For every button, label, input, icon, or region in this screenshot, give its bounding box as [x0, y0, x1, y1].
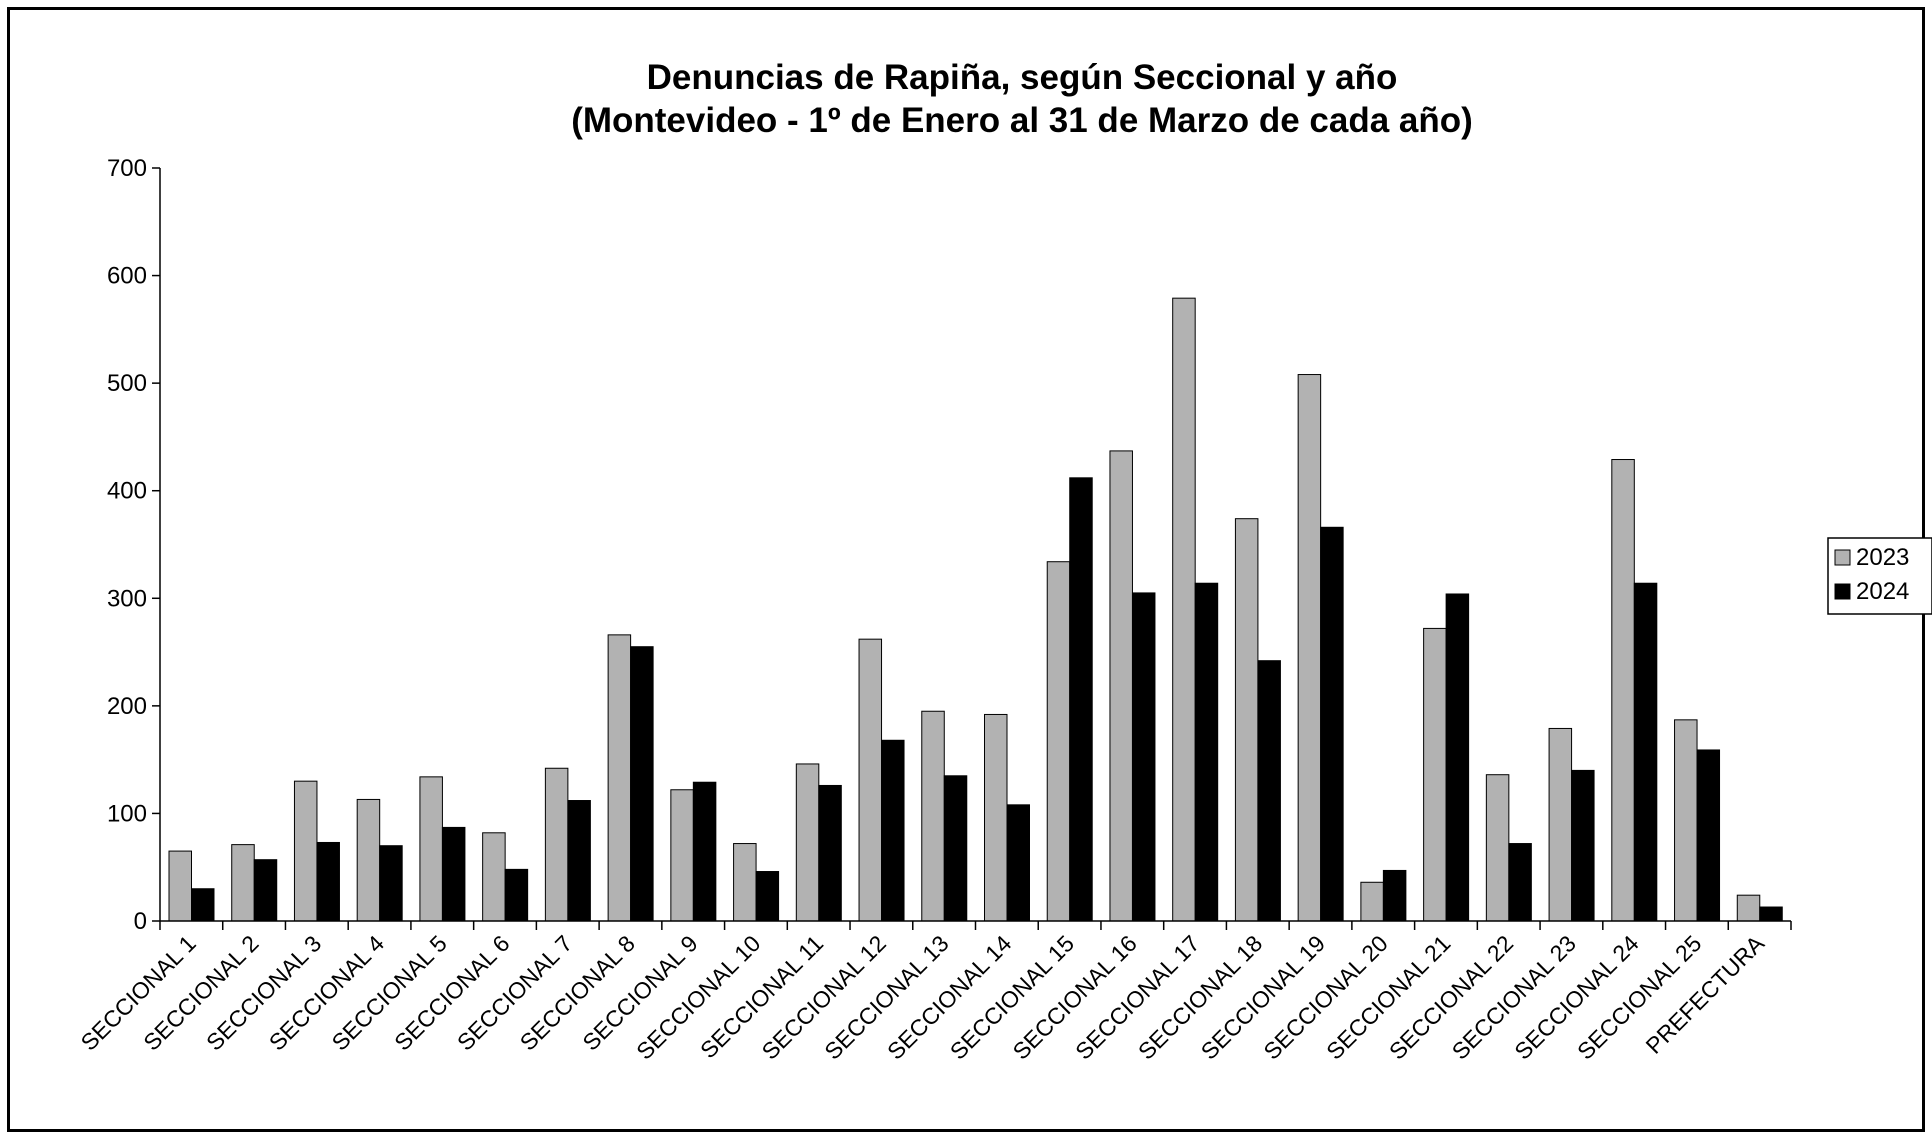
bar-2023-5 — [419, 776, 443, 922]
chart-frame — [7, 7, 1925, 1132]
y-tick-label: 700 — [107, 155, 147, 182]
bar-2023-16 — [1109, 450, 1133, 922]
bar-2024-22 — [1508, 843, 1532, 922]
y-tick-label: 200 — [107, 693, 147, 720]
bar-2023-10 — [733, 843, 757, 922]
bar-2023-8 — [607, 634, 632, 922]
bar-2023-18 — [1234, 518, 1259, 922]
y-tick-label: 300 — [107, 585, 147, 612]
bar-2024-21 — [1445, 593, 1470, 922]
bar-2024-18 — [1257, 660, 1281, 922]
bar-2024-13 — [943, 775, 968, 922]
bar-2023-14 — [984, 713, 1008, 922]
bar-2023-12 — [858, 638, 883, 922]
y-tick-label: 500 — [107, 370, 147, 397]
bar-2023-2 — [231, 844, 255, 922]
bar-2024-7 — [567, 800, 591, 922]
bar-2024-10 — [755, 871, 780, 922]
bar-2024-1 — [191, 888, 215, 922]
bar-2023-9 — [670, 789, 694, 922]
bar-2024-8 — [630, 646, 654, 922]
bar-2023-15 — [1046, 561, 1071, 922]
bar-2023-13 — [921, 710, 945, 922]
y-tick-label: 400 — [107, 478, 147, 505]
bar-2024-6 — [504, 868, 529, 922]
legend-swatch-2024 — [1834, 583, 1851, 600]
bar-2023-26 — [1736, 894, 1761, 922]
bar-2024-2 — [253, 859, 278, 922]
bar-2023-11 — [795, 763, 820, 922]
legend-label-2024: 2024 — [1856, 578, 1909, 605]
bar-2023-17 — [1172, 297, 1196, 922]
bar-2024-20 — [1382, 869, 1407, 922]
bar-2024-11 — [818, 784, 842, 922]
legend-swatch-2023 — [1834, 549, 1851, 566]
chart-subtitle: (Montevideo - 1º de Enero al 31 de Marzo… — [571, 101, 1473, 140]
bar-2023-4 — [356, 798, 381, 922]
bar-2024-26 — [1759, 906, 1783, 922]
bar-2024-19 — [1320, 526, 1344, 922]
bar-2023-6 — [482, 832, 506, 922]
legend-label-2023: 2023 — [1856, 544, 1909, 571]
bar-2023-22 — [1485, 774, 1510, 922]
bar-2024-4 — [379, 845, 403, 922]
bar-2023-19 — [1297, 374, 1322, 922]
bar-2023-3 — [293, 780, 318, 922]
bar-2023-20 — [1360, 881, 1384, 922]
bar-2023-7 — [544, 767, 569, 922]
y-tick-label: 600 — [107, 263, 147, 290]
bar-2024-23 — [1571, 769, 1595, 922]
bar-2024-17 — [1194, 582, 1219, 922]
bar-2023-1 — [168, 850, 192, 922]
legend: 2023 2024 — [1827, 537, 1932, 615]
bar-2024-3 — [316, 841, 340, 922]
bar-2024-9 — [692, 781, 717, 922]
bar-2023-25 — [1674, 719, 1698, 922]
bar-2024-16 — [1131, 592, 1156, 922]
y-tick-label: 100 — [107, 800, 147, 827]
bar-2024-14 — [1006, 804, 1030, 922]
bar-2024-15 — [1069, 477, 1093, 922]
bar-2024-12 — [881, 739, 905, 922]
bar-2024-24 — [1633, 582, 1658, 922]
bar-2023-23 — [1548, 727, 1573, 922]
bar-2024-5 — [441, 826, 466, 922]
y-tick-label: 0 — [134, 908, 147, 935]
bar-2023-21 — [1423, 627, 1447, 922]
chart-title: Denuncias de Rapiña, según Seccional y a… — [647, 58, 1398, 97]
bar-2023-24 — [1611, 459, 1635, 922]
bar-2024-25 — [1696, 749, 1721, 922]
